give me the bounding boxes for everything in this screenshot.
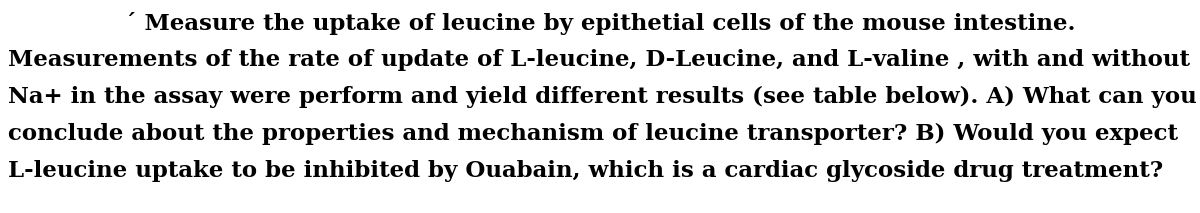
Text: Measurements of the rate of update of L-leucine, D-Leucine, and L-valine , with : Measurements of the rate of update of L-… <box>8 49 1190 71</box>
Text: L-leucine uptake to be inhibited by Ouabain, which is a cardiac glycoside drug t: L-leucine uptake to be inhibited by Ouab… <box>8 160 1163 182</box>
Text: conclude about the properties and mechanism of leucine transporter? B) Would you: conclude about the properties and mechan… <box>8 123 1178 145</box>
Text: Na+ in the assay were perform and yield different results (see table below). A) : Na+ in the assay were perform and yield … <box>8 86 1196 108</box>
Text: ´ Measure the uptake of leucine by epithetial cells of the mouse intestine.: ´ Measure the uptake of leucine by epith… <box>125 12 1075 35</box>
